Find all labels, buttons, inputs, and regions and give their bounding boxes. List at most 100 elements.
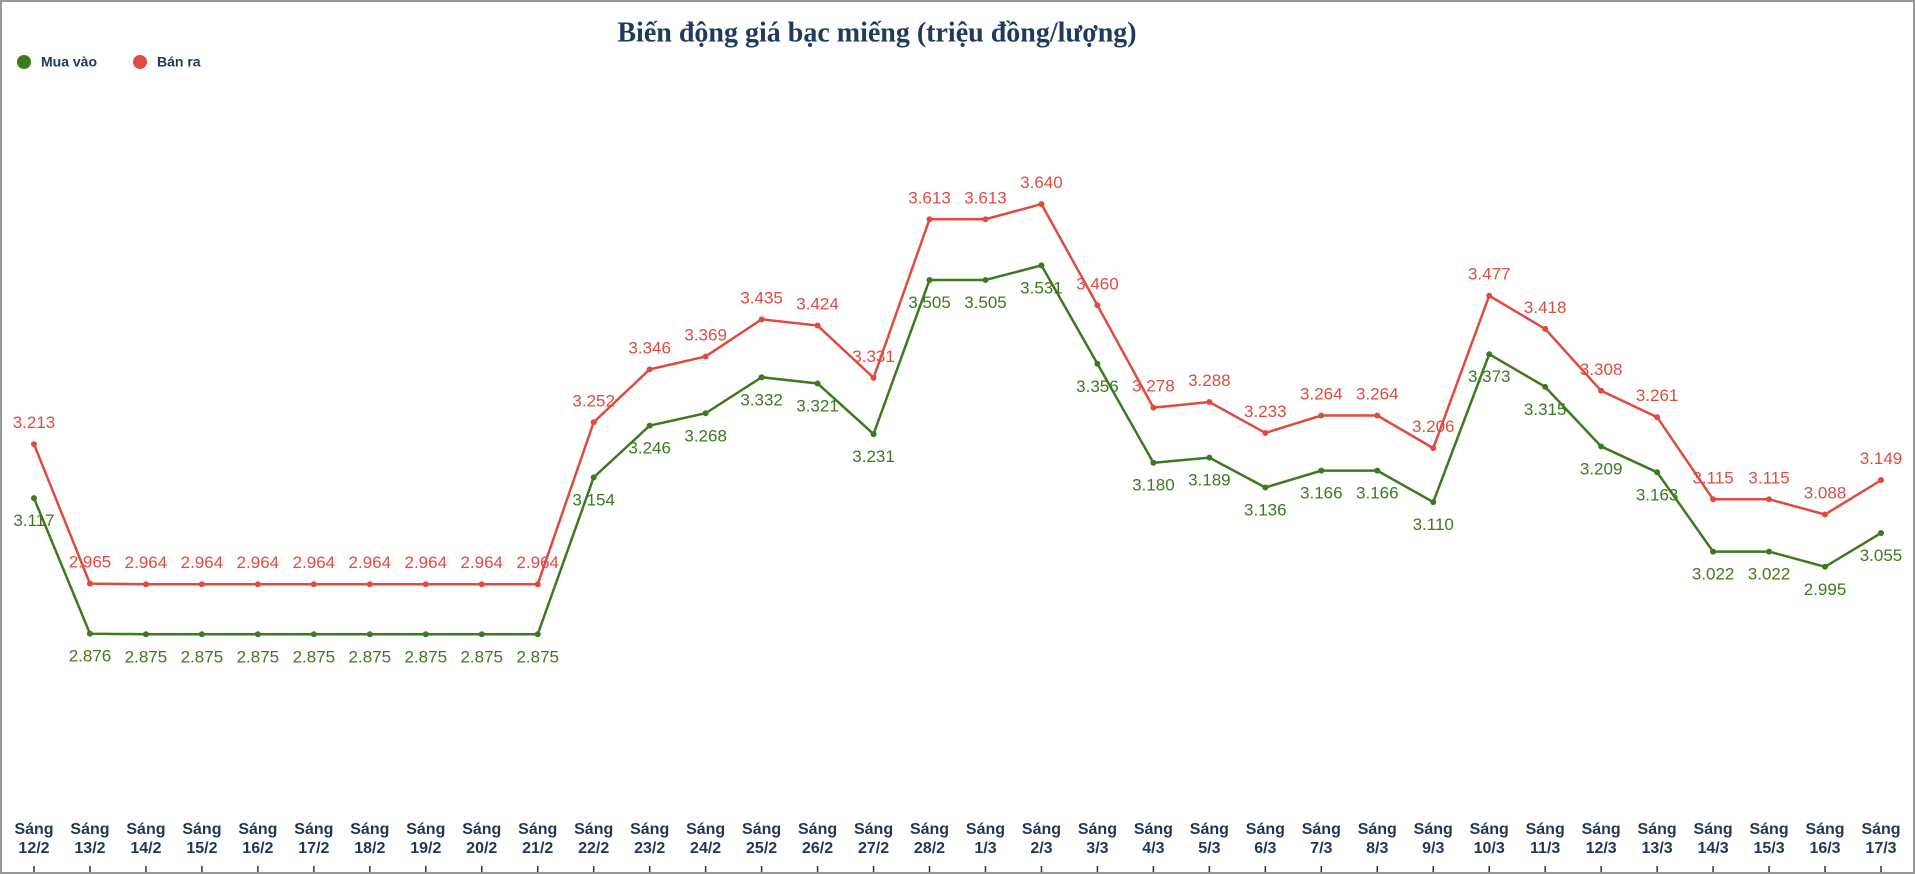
data-label: 3.373: [1468, 367, 1511, 386]
data-label: 3.435: [740, 288, 783, 307]
data-point: [31, 441, 37, 448]
data-point: [590, 419, 597, 426]
data-label: 3.149: [1860, 449, 1903, 468]
data-point: [31, 495, 37, 502]
data-label: 3.308: [1580, 360, 1623, 379]
series-line: [32, 263, 1882, 636]
x-tick-label: Sáng 3/3: [1077, 821, 1117, 857]
data-point: [1766, 496, 1773, 503]
data-label: 3.154: [572, 490, 615, 509]
data-point: [198, 631, 205, 638]
data-label: 3.115: [1692, 468, 1733, 487]
data-label: 3.088: [1804, 483, 1847, 502]
x-tick-label: Sáng 22/2: [574, 821, 614, 857]
x-tick-label: Sáng 11/3: [1525, 821, 1565, 857]
data-point: [1094, 302, 1101, 309]
data-point: [254, 581, 261, 588]
x-tick-label: Sáng 26/2: [798, 821, 838, 857]
data-point: [646, 366, 653, 373]
x-tick-label: Sáng 12/3: [1581, 821, 1621, 857]
data-point: [870, 431, 877, 438]
data-label: 3.246: [628, 439, 671, 458]
data-label: 3.252: [572, 391, 615, 410]
data-point: [422, 581, 429, 588]
data-label: 3.261: [1636, 386, 1679, 405]
data-label: 2.964: [181, 553, 224, 572]
data-point: [1598, 443, 1605, 450]
x-tick-label: Sáng 28/2: [909, 821, 950, 857]
data-label: 3.288: [1188, 371, 1231, 390]
data-point: [1542, 383, 1549, 390]
data-point: [478, 581, 485, 588]
x-tick-label: Sáng 6/3: [1245, 821, 1285, 857]
data-label: 3.189: [1188, 471, 1231, 490]
data-point: [366, 581, 373, 588]
data-label: 3.477: [1468, 265, 1511, 284]
data-point: [1542, 325, 1549, 332]
data-point: [1150, 404, 1157, 411]
data-label: 2.876: [69, 647, 112, 666]
data-label: 3.531: [1020, 278, 1063, 297]
data-label: 3.117: [13, 511, 54, 530]
data-point: [310, 581, 317, 588]
data-point: [982, 276, 989, 283]
data-point: [1878, 530, 1884, 537]
x-tick-label: Sáng 17/3: [1861, 821, 1901, 857]
data-label: 3.213: [13, 413, 56, 432]
x-tick-label: Sáng 16/2: [238, 821, 278, 857]
data-label: 3.315: [1524, 400, 1567, 419]
data-label: 3.321: [796, 396, 839, 415]
data-label: 3.180: [1132, 476, 1175, 495]
data-point: [366, 631, 373, 638]
data-point: [814, 380, 821, 387]
data-point: [1206, 399, 1213, 406]
data-label: 3.418: [1524, 298, 1567, 317]
data-point: [1654, 414, 1661, 421]
data-label: 3.115: [1748, 468, 1789, 487]
x-tick-label: Sáng 14/3: [1693, 821, 1733, 857]
x-tick-label: Sáng 5/3: [1189, 821, 1229, 857]
data-point: [1878, 477, 1884, 484]
data-point: [646, 422, 653, 429]
data-point: [590, 474, 597, 481]
x-tick-label: Sáng 20/2: [462, 821, 502, 857]
data-label: 2.964: [349, 553, 392, 572]
data-label: 2.875: [460, 647, 503, 666]
data-label: 2.875: [237, 647, 280, 666]
data-label: 3.613: [964, 188, 1007, 207]
x-tick-label: Sáng 25/2: [742, 821, 782, 857]
x-tick-label: Sáng 24/2: [686, 821, 726, 857]
legend-label: Mua vào: [41, 54, 97, 70]
data-label: 2.964: [405, 553, 448, 572]
data-label: 2.965: [69, 553, 112, 572]
data-label: 3.278: [1132, 377, 1175, 396]
data-label: 2.964: [460, 553, 503, 572]
data-label: 2.964: [237, 553, 280, 572]
data-point: [1094, 360, 1101, 367]
data-label: 2.875: [349, 647, 392, 666]
x-tick-label: Sáng 15/3: [1749, 821, 1789, 857]
data-label: 3.264: [1356, 385, 1399, 404]
data-label: 3.209: [1580, 459, 1623, 478]
data-label: 2.995: [1804, 580, 1847, 599]
data-label: 3.505: [908, 293, 951, 312]
data-point: [1038, 201, 1045, 208]
data-point: [422, 631, 429, 638]
x-tick-label: Sáng 17/2: [294, 821, 334, 857]
x-tick-label: Sáng 2/3: [1021, 821, 1062, 857]
data-point: [86, 580, 93, 587]
data-point: [1430, 499, 1437, 506]
data-point: [86, 630, 93, 637]
x-tick-label: Sáng 21/2: [518, 821, 558, 857]
data-point: [926, 216, 933, 223]
data-point: [1766, 548, 1773, 555]
data-point: [254, 631, 261, 638]
x-tick-label: Sáng 19/2: [406, 821, 446, 857]
data-point: [1598, 387, 1605, 394]
data-point: [814, 322, 821, 329]
data-label: 3.424: [796, 295, 839, 314]
data-label: 2.964: [516, 553, 559, 572]
data-label: 3.369: [684, 325, 727, 344]
